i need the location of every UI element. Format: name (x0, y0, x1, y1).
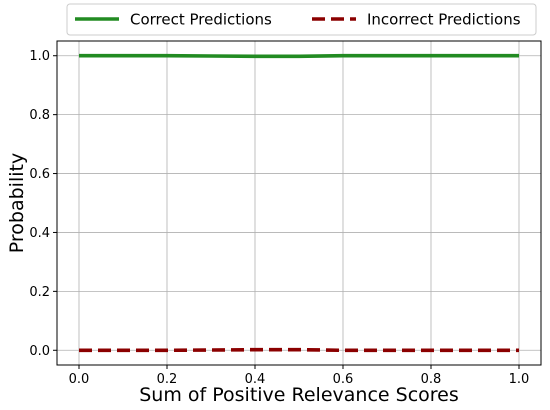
y-tick-label: 0.8 (29, 108, 50, 123)
x-tick-label: 0.2 (157, 372, 178, 387)
y-tick-label: 0.0 (29, 344, 50, 359)
grid-lines (57, 41, 541, 365)
legend-label-incorrect-predictions: Incorrect Predictions (367, 11, 521, 29)
series-layer (79, 53, 519, 353)
y-tick-label: 0.6 (29, 167, 50, 182)
x-tick-label: 0.8 (421, 372, 442, 387)
y-tick-label: 0.2 (29, 285, 50, 300)
legend-label-correct-predictions: Correct Predictions (130, 11, 272, 29)
legend: Correct Predictions Incorrect Prediction… (66, 3, 537, 36)
axis-ticks: 0.0 0.2 0.4 0.6 0.8 1.0 0.0 0.2 0.4 0.6 0.8 1.0 (29, 49, 529, 387)
x-tick-label: 0.6 (333, 372, 354, 387)
legend-box (66, 3, 537, 36)
plot-frame (56, 40, 542, 366)
x-tick-label: 1.0 (509, 372, 530, 387)
x-tick-label: 0.0 (69, 372, 90, 387)
y-axis-label: Probability (6, 153, 28, 253)
x-tick-label: 0.4 (245, 372, 266, 387)
y-tick-label: 0.4 (29, 226, 50, 241)
series-line-incorrect-predictions (79, 347, 519, 353)
series-line-correct-predictions (79, 53, 519, 59)
x-axis-label: Sum of Positive Relevance Scores (139, 384, 459, 406)
y-tick-label: 1.0 (29, 49, 50, 64)
